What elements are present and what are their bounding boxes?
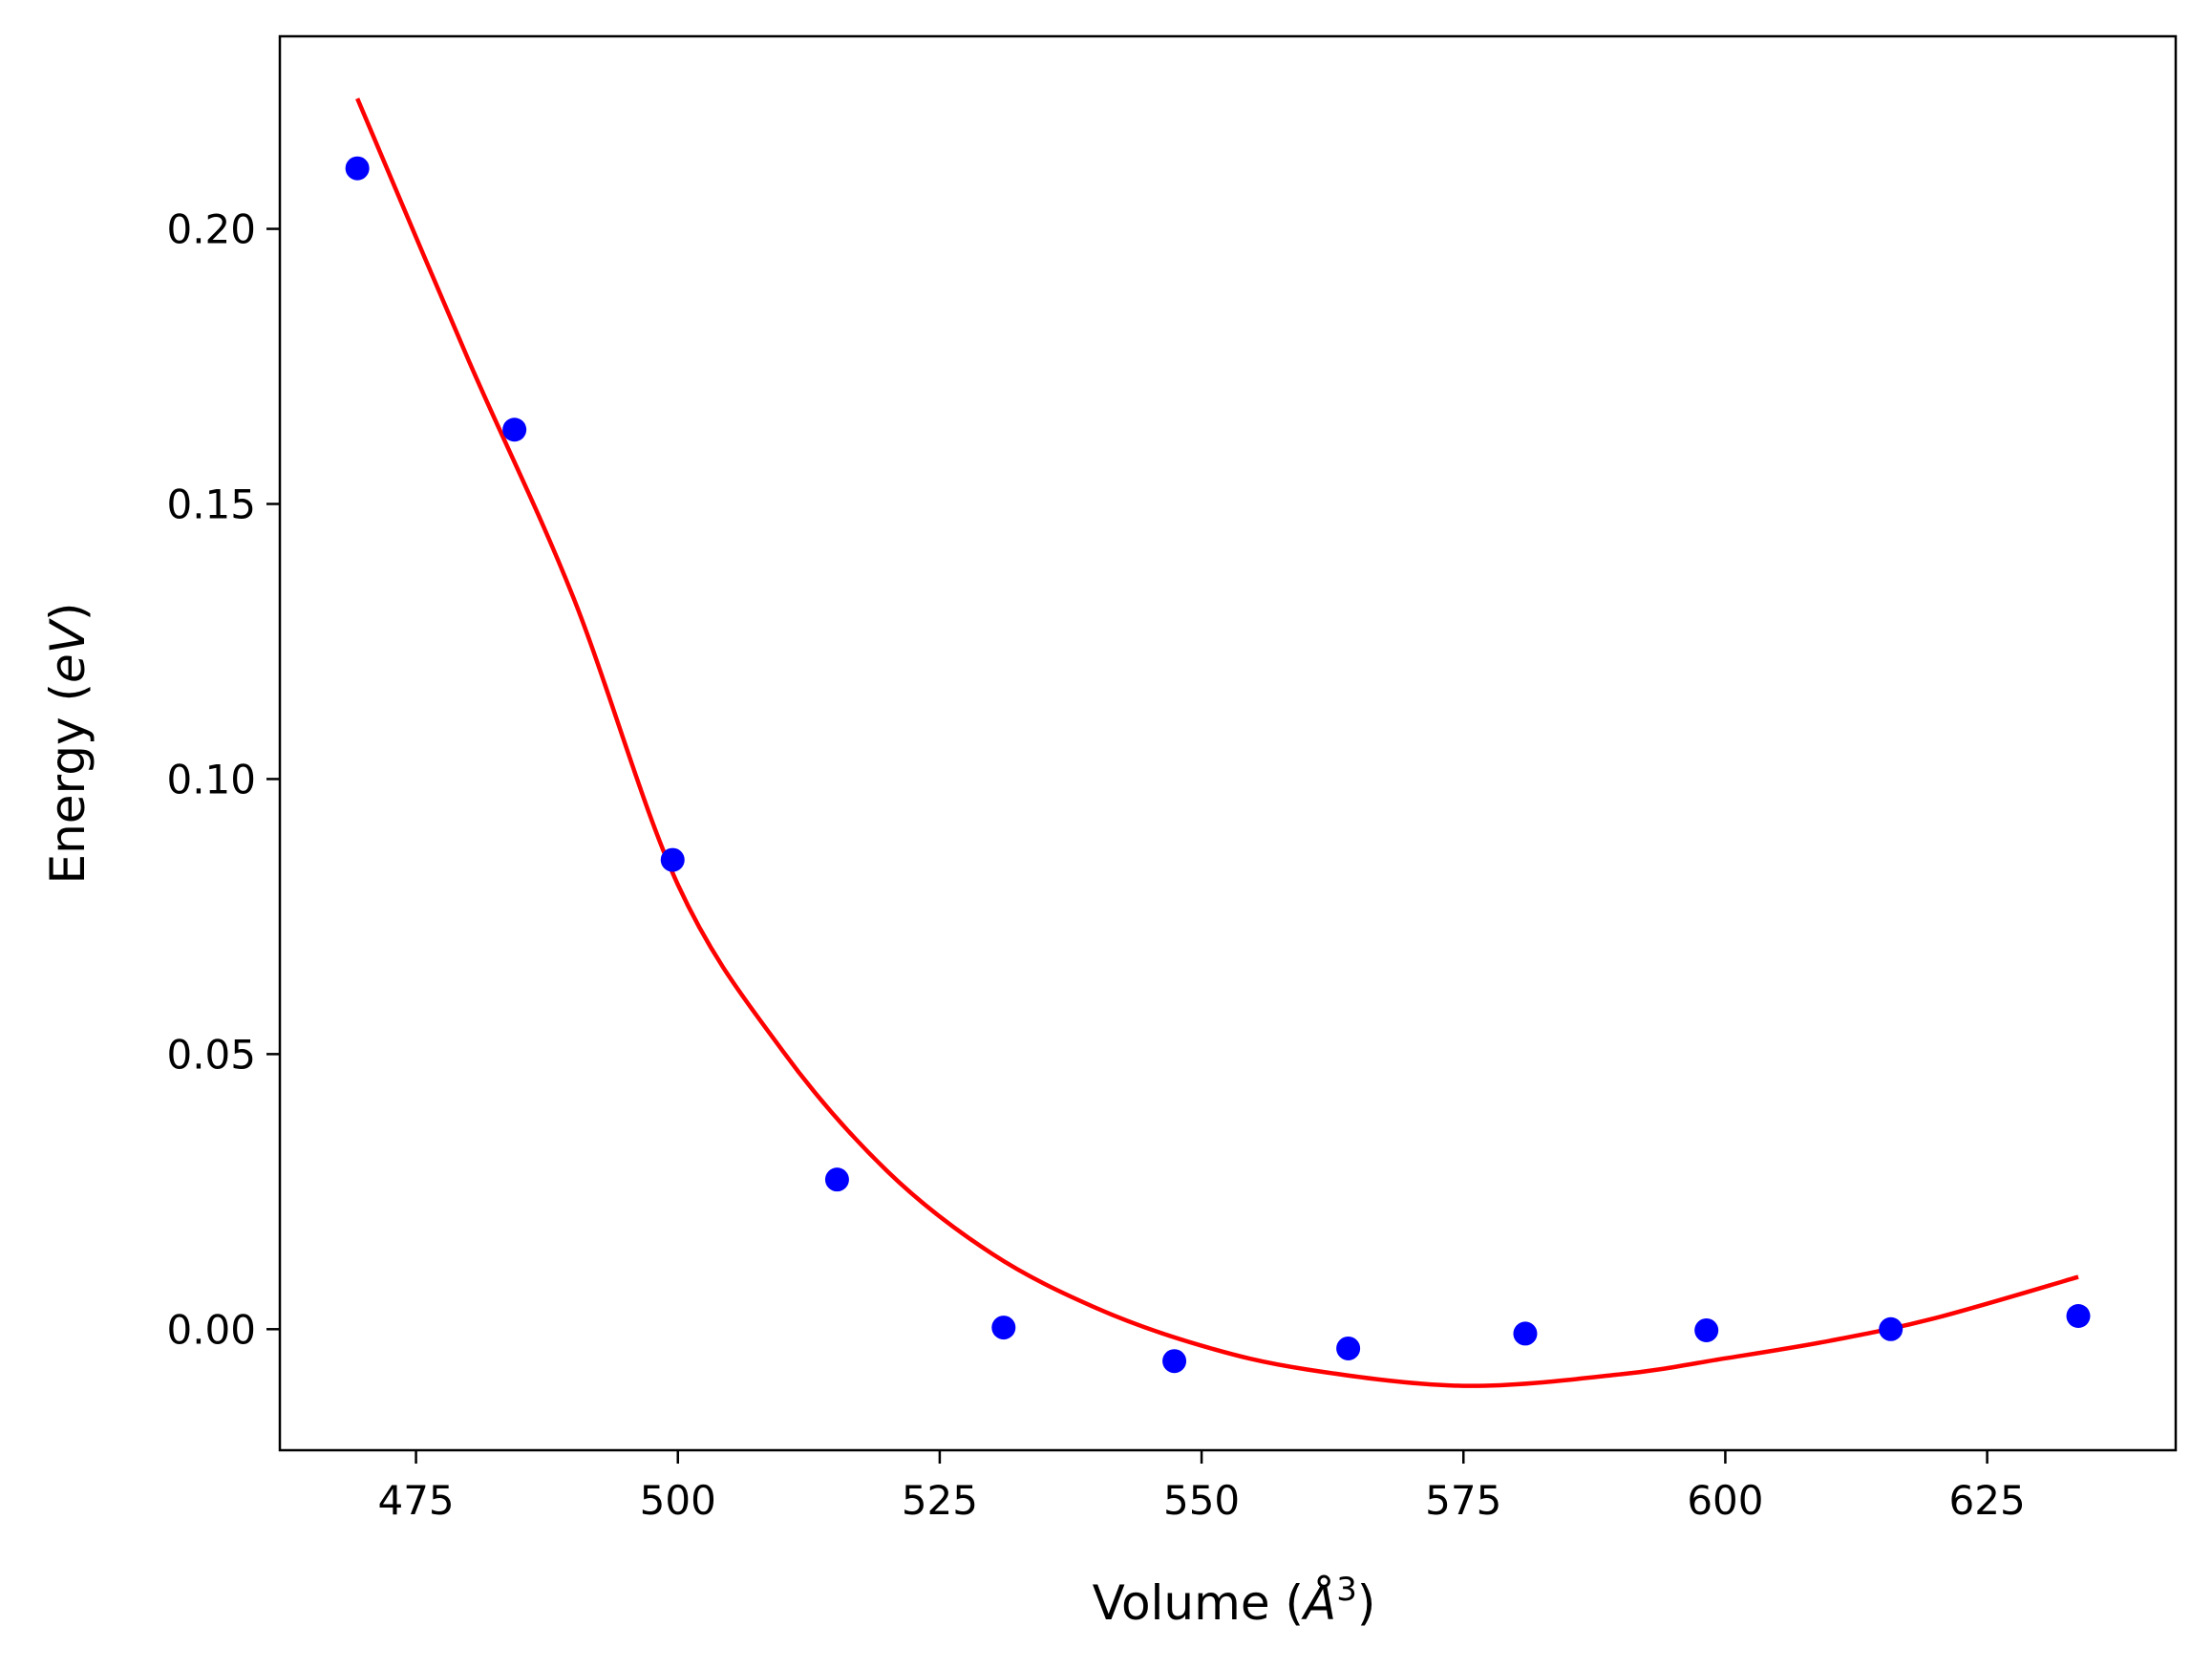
y-tick-label: 0.20 [166, 206, 256, 253]
data-point [502, 417, 527, 442]
data-point [345, 156, 370, 181]
x-axis-title: Volume (Å3) [1093, 1571, 1376, 1631]
x-tick-label: 475 [377, 1477, 454, 1524]
x-tick-label: 550 [1163, 1477, 1240, 1524]
data-point [1513, 1321, 1538, 1346]
y-tick-label: 0.15 [166, 481, 256, 527]
x-axis-title-main: Volume ( [1093, 1575, 1304, 1631]
plot-frame [278, 34, 2178, 1452]
y-axis-title-close: ) [40, 603, 96, 622]
y-axis-title-symbol: eV [40, 617, 96, 683]
x-tick-label: 575 [1425, 1477, 1501, 1524]
plot-area [345, 97, 2091, 1388]
data-point [824, 1167, 849, 1192]
x-tick-label: 500 [640, 1477, 716, 1524]
fit-curve [355, 97, 2079, 1388]
x-axis-title-close: ) [1357, 1575, 1376, 1631]
y-tick-label: 0.05 [166, 1031, 256, 1078]
x-tick-label: 525 [902, 1477, 978, 1524]
x-tick-label: 600 [1687, 1477, 1763, 1524]
y-axis-title-main: Energy ( [40, 683, 96, 884]
data-point [1162, 1349, 1187, 1374]
y-tick-label: 0.00 [166, 1306, 256, 1353]
data-point [1694, 1317, 1719, 1342]
x-tick-label: 625 [1949, 1477, 2026, 1524]
x-axis-title-symbol: Å [1301, 1575, 1336, 1631]
data-point [1336, 1336, 1361, 1360]
x-axis-title-sup: 3 [1336, 1571, 1357, 1609]
data-point [991, 1316, 1016, 1340]
axes: 475 500 525 550 575 600 625 0.00 0.05 0.10 0.15 0.2… [166, 206, 2025, 1524]
data-point [660, 847, 685, 872]
data-point [2066, 1303, 2091, 1328]
y-tick-label: 0.10 [166, 756, 256, 802]
y-axis-title: Energy (eV) [40, 603, 96, 885]
data-point [1879, 1316, 1904, 1341]
